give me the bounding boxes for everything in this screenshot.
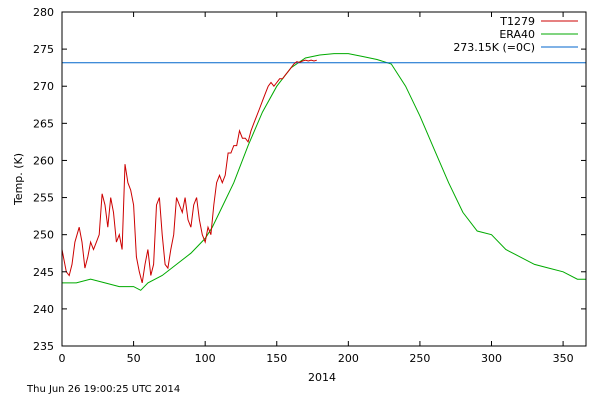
y-tick-label: 270 [33, 80, 54, 93]
x-tick-label: 250 [409, 352, 430, 365]
y-tick-label: 240 [33, 303, 54, 316]
y-tick-label: 245 [33, 266, 54, 279]
legend-label: T1279 [499, 15, 535, 28]
y-tick-label: 265 [33, 117, 54, 130]
legend-label: 273.15K (=0C) [453, 41, 535, 54]
x-tick-label: 350 [553, 352, 574, 365]
plot-frame [61, 11, 587, 347]
x-tick-label: 200 [338, 352, 359, 365]
x-tick-label: 150 [266, 352, 287, 365]
x-axis: 0 50 100 150 200 250 300 350 [59, 12, 574, 365]
y-axis: 235 240 245 250 255 260 265 270 275 280 [33, 6, 586, 353]
x-axis-label: 2014 [308, 371, 336, 384]
y-tick-label: 255 [33, 192, 54, 205]
x-tick-label: 50 [127, 352, 141, 365]
y-tick-label: 280 [33, 6, 54, 19]
series-line-1 [62, 53, 586, 291]
y-tick-label: 260 [33, 154, 54, 167]
x-tick-label: 0 [59, 352, 66, 365]
series-line-0 [61, 59, 317, 284]
footer-timestamp: Thu Jun 26 19:00:25 UTC 2014 [27, 384, 181, 395]
y-tick-label: 275 [33, 43, 54, 56]
y-tick-label: 235 [33, 340, 54, 353]
plot-lines [61, 53, 586, 291]
x-tick-label: 100 [195, 352, 216, 365]
y-tick-label: 250 [33, 229, 54, 242]
legend-label: ERA40 [499, 28, 535, 41]
x-tick-label: 300 [481, 352, 502, 365]
y-axis-label: Temp. (K) [12, 153, 25, 206]
